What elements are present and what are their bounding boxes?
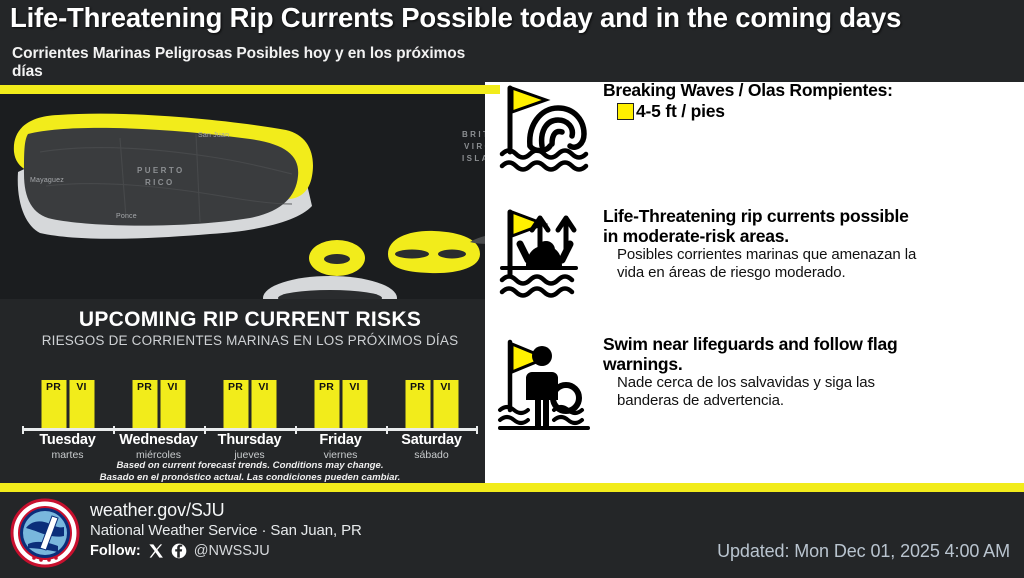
day-name-es: martes [51, 449, 84, 461]
bar-label-pr: PR [137, 381, 152, 393]
rip-currents-text: Life-Threatening rip currents possible i… [603, 206, 930, 282]
bar-label-vi: VI [349, 381, 360, 393]
day-label-wednesday: Wednesday miércoles [113, 432, 204, 461]
chart-day-column: PR VI [386, 360, 477, 428]
social-handle[interactable]: @NWSSJU [193, 543, 270, 559]
bar-label-vi: VI [258, 381, 269, 393]
title-band: Life-Threatening Rip Currents Possible t… [0, 0, 1024, 82]
follow-label: Follow: [90, 543, 141, 559]
axis-tick [22, 426, 24, 434]
day-name-es: sábado [414, 449, 449, 461]
lifeguards-headline-2: warnings. [603, 354, 683, 374]
wave-color-swatch [617, 103, 634, 120]
breaking-waves-text: Breaking Waves / Olas Rompientes: 4-5 ft… [603, 80, 907, 122]
footer-url[interactable]: weather.gov/SJU [90, 500, 225, 520]
day-label-saturday: Saturday sábado [386, 432, 477, 461]
axis-tick [295, 426, 297, 434]
x-twitter-icon[interactable] [148, 543, 164, 559]
bar-label-pr: PR [319, 381, 334, 393]
title-divider [0, 85, 500, 94]
wave-flag-icon [485, 80, 603, 174]
risk-bar-pr: PR [405, 380, 430, 428]
lifeguards-text: Swim near lifeguards and follow flag war… [603, 334, 911, 410]
day-name-en: Wednesday [119, 432, 198, 448]
info-row-breaking-waves: Breaking Waves / Olas Rompientes: 4-5 ft… [485, 80, 1024, 174]
rip-currents-headline-1: Life-Threatening rip currents possible [603, 206, 909, 226]
lifeguards-headline-1: Swim near lifeguards and follow flag [603, 334, 898, 354]
risk-bar-vi: VI [160, 380, 185, 428]
risk-map: PUERTO RICO BRITISH VIRGIN ISLANDS Mayag… [0, 94, 500, 299]
nws-logo-icon [10, 498, 80, 568]
swimmer-rip-current-icon [485, 206, 603, 300]
page-title: Life-Threatening Rip Currents Possible t… [10, 2, 902, 33]
risk-bar-pr: PR [132, 380, 157, 428]
axis-tick [113, 426, 115, 434]
upcoming-risks-chart: PR VI PR VI PR VI PR VI PR VI [22, 360, 478, 428]
day-name-es: jueves [234, 449, 265, 461]
day-label-friday: Friday viernes [295, 432, 386, 461]
axis-tick [476, 426, 478, 434]
safety-info-panel: Breaking Waves / Olas Rompientes: 4-5 ft… [485, 46, 1024, 483]
lifeguards-sub-1: Nade cerca de los salvavidas y siga las [617, 374, 875, 391]
upcoming-risks-title: UPCOMING RIP CURRENT RISKS [78, 308, 422, 331]
footer-organization: National Weather Service · San Juan, PR [90, 522, 362, 539]
chart-day-column: PR VI [22, 360, 113, 428]
axis-tick [204, 426, 206, 434]
chart-day-column: PR VI [295, 360, 386, 428]
disclaimer-en: Based on current forecast trends. Condit… [116, 460, 384, 471]
facebook-icon[interactable] [171, 543, 187, 559]
bar-label-vi: VI [167, 381, 178, 393]
axis-tick [386, 426, 388, 434]
footer-divider [0, 483, 1024, 492]
bar-label-pr: PR [46, 381, 61, 393]
risk-bar-pr: PR [314, 380, 339, 428]
day-label-thursday: Thursday jueves [204, 432, 295, 461]
chart-day-labels: Tuesday martes Wednesday miércoles Thurs… [22, 432, 478, 466]
risk-bar-pr: PR [223, 380, 248, 428]
rip-currents-headline-2: in moderate-risk areas. [603, 226, 789, 246]
breaking-waves-headline: Breaking Waves / Olas Rompientes: [603, 80, 893, 100]
chart-day-column: PR VI [204, 360, 295, 428]
day-name-en: Friday [319, 432, 362, 448]
rip-currents-sub-1: Posibles corrientes marinas que amenazan… [617, 246, 917, 263]
risk-bar-vi: VI [69, 380, 94, 428]
day-name-es: viernes [323, 449, 358, 461]
footer-follow: Follow: @NWSSJU [90, 543, 270, 559]
disclaimer-es: Basado en el pronóstico actual. Las cond… [99, 471, 401, 483]
breaking-waves-value-row: 4-5 ft / pies [603, 101, 893, 122]
bar-label-pr: PR [228, 381, 243, 393]
lifeguards-sub-2: banderas de advertencia. [617, 392, 784, 409]
info-row-rip-currents: Life-Threatening rip currents possible i… [485, 206, 1024, 300]
risk-bar-vi: VI [433, 380, 458, 428]
info-row-lifeguards: Swim near lifeguards and follow flag war… [485, 334, 1024, 432]
breaking-waves-value: 4-5 ft / pies [636, 101, 725, 121]
upcoming-risks-title-spanish: RIESGOS DE CORRIENTES MARINAS EN LOS PRÓ… [41, 333, 459, 348]
updated-timestamp: Updated: Mon Dec 01, 2025 4:00 AM [717, 541, 1010, 561]
bar-label-pr: PR [410, 381, 425, 393]
risk-bar-vi: VI [251, 380, 276, 428]
day-name-es: miércoles [136, 449, 181, 461]
axis-line [22, 428, 478, 431]
chart-axis [22, 426, 478, 434]
day-name-en: Saturday [401, 432, 462, 448]
day-name-en: Thursday [217, 432, 282, 448]
footer: weather.gov/SJU National Weather Service… [0, 492, 1024, 578]
rip-currents-sub-2: vida en áreas de riesgo moderado. [617, 264, 846, 281]
bar-label-vi: VI [76, 381, 87, 393]
page-title-spanish: Corrientes Marinas Peligrosas Posibles h… [12, 45, 466, 80]
day-name-en: Tuesday [39, 432, 96, 448]
risk-bar-vi: VI [342, 380, 367, 428]
map-graphic [0, 94, 500, 299]
day-label-tuesday: Tuesday martes [22, 432, 113, 461]
bar-label-vi: VI [440, 381, 451, 393]
risk-bar-pr: PR [41, 380, 66, 428]
chart-disclaimer: Based on current forecast trends. Condit… [0, 460, 500, 483]
lifeguard-flag-icon [485, 334, 603, 432]
chart-day-column: PR VI [113, 360, 204, 428]
